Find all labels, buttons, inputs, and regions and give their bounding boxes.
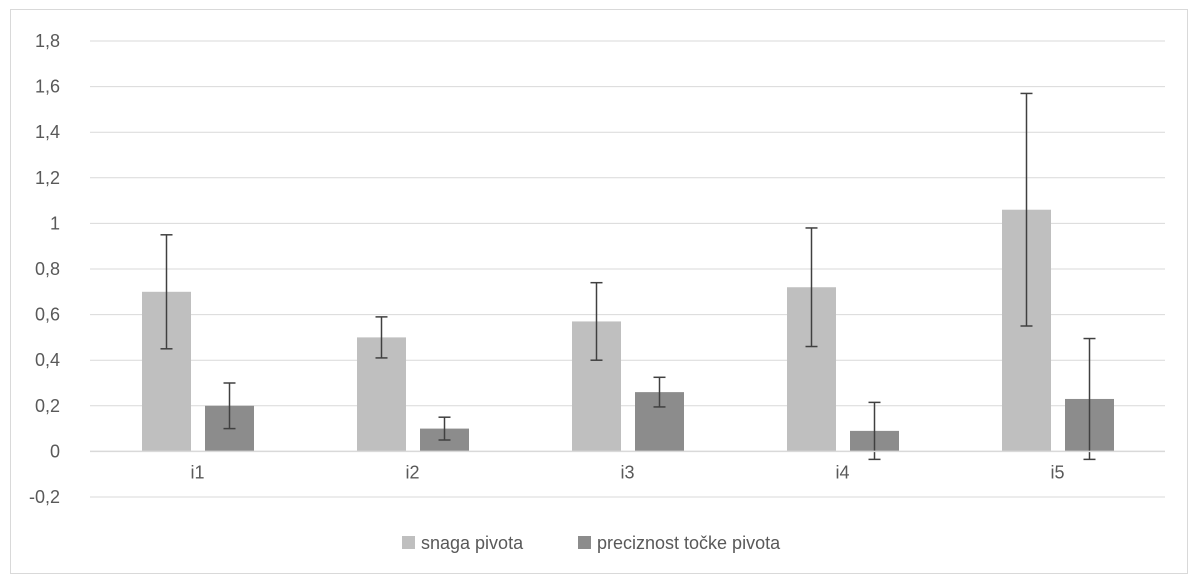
y-tick-label: 1,2 [35, 168, 60, 188]
x-tick-label: i1 [190, 462, 204, 482]
y-tick-label: 1 [50, 213, 60, 233]
error-bar-i1-1 [223, 382, 236, 430]
y-tick-label: 1,6 [35, 77, 60, 97]
bars [142, 209, 1114, 452]
legend-label: snaga pivota [421, 533, 524, 553]
y-tick-label: 0,4 [35, 350, 60, 370]
y-tick-label: 1,4 [35, 122, 60, 142]
error-bar-i1-0 [160, 234, 173, 350]
x-tick-label: i5 [1050, 462, 1064, 482]
y-tick-label: 1,8 [35, 31, 60, 51]
error-bar-i5-0 [1020, 92, 1033, 327]
y-tick-label: 0 [50, 441, 60, 461]
error-bar-i4-0 [805, 227, 818, 348]
legend-item-preciznost-tocke-pivota: preciznost točke pivota [578, 533, 781, 553]
y-tick-label: -0,2 [29, 487, 60, 507]
y-axis-tick-labels: -0,2 0 0,2 0,4 0,6 0,8 1 1,2 1,4 1,6 1,8 [29, 31, 60, 507]
error-bar-i3-1 [653, 376, 666, 408]
error-bars [160, 92, 1096, 461]
x-tick-label: i3 [620, 462, 634, 482]
legend-swatch [578, 536, 591, 549]
y-tick-label: 0,8 [35, 259, 60, 279]
error-bar-i2-0 [375, 316, 388, 359]
chart-frame [10, 9, 1188, 574]
legend-item-snaga-pivota: snaga pivota [402, 533, 524, 553]
error-bar-i3-0 [590, 281, 603, 361]
x-tick-label: i4 [835, 462, 849, 482]
legend: snaga pivota preciznost točke pivota [402, 533, 781, 553]
error-bar-i4-1 [868, 401, 881, 461]
error-bar-i2-1 [438, 416, 451, 441]
gridlines [90, 40, 1165, 498]
x-tick-label: i2 [405, 462, 419, 482]
legend-swatch [402, 536, 415, 549]
x-axis-tick-labels: i1 i2 i3 i4 i5 [190, 462, 1064, 482]
y-tick-label: 0,2 [35, 396, 60, 416]
error-bar-i5-1 [1083, 337, 1096, 461]
y-tick-label: 0,6 [35, 305, 60, 325]
legend-label: preciznost točke pivota [597, 533, 781, 553]
